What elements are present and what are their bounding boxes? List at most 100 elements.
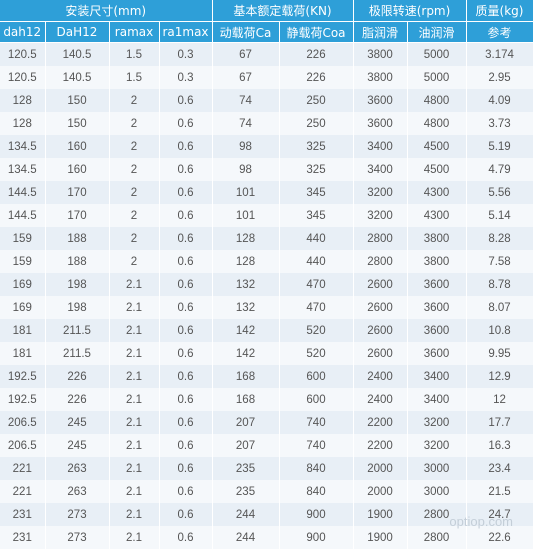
table-cell: 2	[109, 204, 159, 227]
table-cell: 8.78	[466, 273, 533, 296]
table-cell: 188	[45, 227, 109, 250]
table-cell: 0.6	[159, 89, 212, 112]
table-cell: 2200	[353, 411, 407, 434]
column-header-reference: 参考	[466, 22, 533, 43]
table-cell: 170	[45, 204, 109, 227]
table-cell: 2.1	[109, 296, 159, 319]
column-header-dah12: dah12	[0, 22, 45, 43]
table-cell: 22.6	[466, 526, 533, 549]
table-cell: 1.5	[109, 66, 159, 89]
table-cell: 4500	[407, 135, 466, 158]
table-cell: 142	[212, 319, 279, 342]
column-header-DaH12: DaH12	[45, 22, 109, 43]
table-cell: 2.1	[109, 319, 159, 342]
table-cell: 169	[0, 273, 45, 296]
table-cell: 144.5	[0, 204, 45, 227]
table-cell: 128	[0, 112, 45, 135]
table-cell: 168	[212, 365, 279, 388]
table-cell: 67	[212, 43, 279, 67]
table-cell: 5.14	[466, 204, 533, 227]
table-cell: 263	[45, 457, 109, 480]
table-cell: 2	[109, 227, 159, 250]
table-cell: 4500	[407, 158, 466, 181]
table-cell: 159	[0, 250, 45, 273]
table-cell: 3200	[407, 434, 466, 457]
table-cell: 235	[212, 457, 279, 480]
table-cell: 120.5	[0, 43, 45, 67]
table-cell: 0.6	[159, 480, 212, 503]
table-cell: 170	[45, 181, 109, 204]
table-cell: 226	[45, 365, 109, 388]
table-cell: 2.1	[109, 480, 159, 503]
table-cell: 3800	[407, 227, 466, 250]
table-cell: 0.3	[159, 43, 212, 67]
table-cell: 3.174	[466, 43, 533, 67]
table-cell: 150	[45, 89, 109, 112]
table-cell: 3400	[353, 135, 407, 158]
table-cell: 3400	[353, 158, 407, 181]
table-cell: 67	[212, 66, 279, 89]
table-cell: 0.6	[159, 457, 212, 480]
table-cell: 345	[279, 181, 353, 204]
table-cell: 5.56	[466, 181, 533, 204]
table-cell: 3400	[407, 388, 466, 411]
table-cell: 0.6	[159, 273, 212, 296]
table-cell: 0.6	[159, 526, 212, 549]
table-cell: 3600	[353, 112, 407, 135]
table-cell: 440	[279, 250, 353, 273]
table-cell: 2	[109, 250, 159, 273]
table-cell: 206.5	[0, 411, 45, 434]
table-cell: 8.07	[466, 296, 533, 319]
table-cell: 273	[45, 526, 109, 549]
table-cell: 3800	[407, 250, 466, 273]
table-cell: 2600	[353, 296, 407, 319]
table-cell: 2000	[353, 457, 407, 480]
table-cell: 12	[466, 388, 533, 411]
table-cell: 3000	[407, 480, 466, 503]
table-cell: 2.95	[466, 66, 533, 89]
table-cell: 470	[279, 273, 353, 296]
table-cell: 128	[0, 89, 45, 112]
table-cell: 3600	[407, 342, 466, 365]
table-cell: 2	[109, 89, 159, 112]
table-cell: 221	[0, 457, 45, 480]
header-group-mounting-dimensions: 安装尺寸(mm)	[0, 0, 212, 22]
table-cell: 17.7	[466, 411, 533, 434]
table-cell: 2200	[353, 434, 407, 457]
table-cell: 600	[279, 365, 353, 388]
table-cell: 900	[279, 526, 353, 549]
table-cell: 3800	[353, 66, 407, 89]
table-cell: 21.5	[466, 480, 533, 503]
table-cell: 2.1	[109, 457, 159, 480]
table-cell: 840	[279, 480, 353, 503]
table-cell: 2400	[353, 388, 407, 411]
table-cell: 3800	[353, 43, 407, 67]
table-cell: 2	[109, 112, 159, 135]
table-cell: 207	[212, 411, 279, 434]
table-cell: 4800	[407, 89, 466, 112]
column-header-oil: 油润滑	[407, 22, 466, 43]
table-header: 安装尺寸(mm) 基本额定载荷(KN) 极限转速(rpm) 质量(kg) dah…	[0, 0, 533, 43]
table-cell: 132	[212, 273, 279, 296]
table-cell: 4300	[407, 204, 466, 227]
table-cell: 231	[0, 526, 45, 549]
table-cell: 128	[212, 227, 279, 250]
table-cell: 206.5	[0, 434, 45, 457]
header-group-mass: 质量(kg)	[466, 0, 533, 22]
table-cell: 245	[45, 434, 109, 457]
table-cell: 3200	[353, 181, 407, 204]
table-cell: 150	[45, 112, 109, 135]
table-cell: 98	[212, 135, 279, 158]
table-cell: 235	[212, 480, 279, 503]
table-cell: 250	[279, 89, 353, 112]
